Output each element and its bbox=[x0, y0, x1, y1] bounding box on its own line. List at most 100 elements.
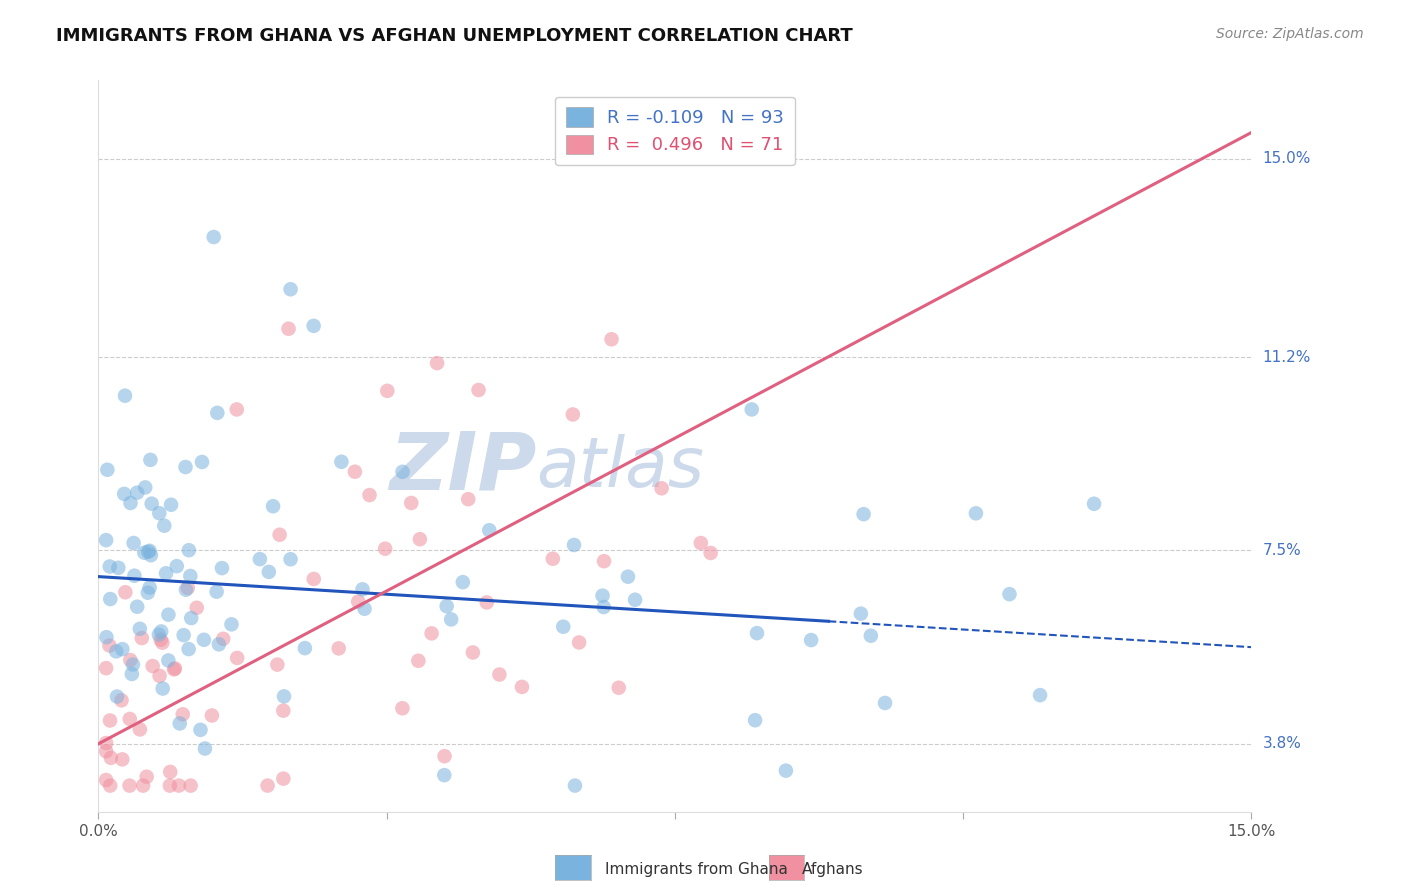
Point bbox=[426, 356, 449, 370]
Point bbox=[177, 642, 200, 657]
Point bbox=[592, 589, 614, 603]
Point bbox=[699, 546, 721, 560]
Point bbox=[114, 389, 136, 403]
Point bbox=[134, 546, 156, 560]
Point bbox=[273, 704, 295, 718]
Point bbox=[180, 779, 202, 793]
Text: atlas: atlas bbox=[537, 434, 704, 501]
Point bbox=[664, 141, 686, 155]
Point bbox=[128, 622, 150, 636]
Point bbox=[153, 518, 176, 533]
Point bbox=[122, 657, 145, 672]
Point bbox=[191, 455, 214, 469]
Point bbox=[420, 626, 443, 640]
Point bbox=[280, 552, 302, 566]
Point bbox=[741, 402, 763, 417]
Point bbox=[100, 751, 122, 765]
Point bbox=[110, 693, 132, 707]
Point bbox=[134, 480, 156, 494]
Point bbox=[142, 659, 165, 673]
Point bbox=[965, 506, 987, 520]
Point bbox=[94, 744, 117, 758]
Point bbox=[177, 581, 200, 595]
Point bbox=[132, 779, 155, 793]
Point bbox=[607, 681, 630, 695]
Point bbox=[157, 653, 180, 667]
Point bbox=[136, 585, 159, 599]
Point bbox=[353, 601, 375, 615]
Point bbox=[852, 507, 875, 521]
Point bbox=[651, 481, 673, 495]
Point bbox=[257, 565, 280, 579]
Point bbox=[541, 551, 564, 566]
Point bbox=[177, 543, 200, 558]
Point bbox=[166, 559, 188, 574]
Point bbox=[262, 500, 284, 514]
Point bbox=[359, 488, 381, 502]
Point bbox=[138, 544, 160, 558]
Point bbox=[561, 408, 583, 422]
Point bbox=[488, 667, 510, 681]
Point bbox=[98, 779, 121, 793]
Legend: R = -0.109   N = 93, R =  0.496   N = 71: R = -0.109 N = 93, R = 0.496 N = 71 bbox=[555, 96, 794, 165]
Point bbox=[212, 632, 235, 646]
Point bbox=[269, 527, 291, 541]
Point bbox=[105, 690, 128, 704]
Point bbox=[225, 402, 247, 417]
Point bbox=[1029, 688, 1052, 702]
Point bbox=[564, 779, 586, 793]
Point bbox=[148, 627, 170, 641]
Point bbox=[273, 690, 295, 704]
Point bbox=[105, 644, 128, 658]
Point bbox=[96, 463, 118, 477]
Point bbox=[211, 561, 233, 575]
Point bbox=[208, 637, 231, 651]
Point bbox=[280, 282, 302, 296]
Point bbox=[266, 657, 288, 672]
Point bbox=[617, 570, 640, 584]
Point bbox=[562, 538, 585, 552]
Point bbox=[174, 582, 197, 597]
Text: ZIP: ZIP bbox=[389, 429, 537, 507]
Point bbox=[352, 582, 374, 597]
Point bbox=[328, 641, 350, 656]
Point bbox=[96, 630, 118, 644]
Point bbox=[249, 552, 271, 566]
Point bbox=[800, 633, 823, 648]
Point bbox=[202, 230, 225, 244]
Point bbox=[391, 465, 413, 479]
Point bbox=[149, 632, 172, 647]
Point bbox=[1083, 497, 1105, 511]
Point bbox=[120, 496, 142, 510]
Point bbox=[775, 764, 797, 778]
Point bbox=[194, 741, 217, 756]
Point bbox=[139, 548, 162, 562]
Point bbox=[118, 712, 141, 726]
Point bbox=[148, 669, 170, 683]
Point bbox=[277, 322, 299, 336]
Point bbox=[136, 545, 159, 559]
Point bbox=[152, 636, 174, 650]
Point bbox=[150, 624, 173, 639]
Point bbox=[94, 661, 117, 675]
Point bbox=[120, 653, 142, 667]
Point bbox=[689, 536, 711, 550]
Text: 3.8%: 3.8% bbox=[1263, 736, 1302, 751]
Point bbox=[207, 406, 229, 420]
Point bbox=[98, 592, 121, 607]
Point bbox=[174, 460, 197, 475]
Point bbox=[226, 651, 249, 665]
Point bbox=[302, 572, 325, 586]
Point bbox=[112, 487, 135, 501]
Point bbox=[745, 626, 768, 640]
Point bbox=[433, 749, 456, 764]
Point bbox=[111, 642, 134, 657]
Point bbox=[121, 667, 143, 681]
Point bbox=[107, 561, 129, 575]
Point bbox=[98, 639, 121, 653]
Point bbox=[998, 587, 1021, 601]
Point bbox=[124, 568, 146, 582]
Text: IMMIGRANTS FROM GHANA VS AFGHAN UNEMPLOYMENT CORRELATION CHART: IMMIGRANTS FROM GHANA VS AFGHAN UNEMPLOY… bbox=[56, 27, 853, 45]
Point bbox=[553, 620, 575, 634]
Point bbox=[159, 779, 181, 793]
